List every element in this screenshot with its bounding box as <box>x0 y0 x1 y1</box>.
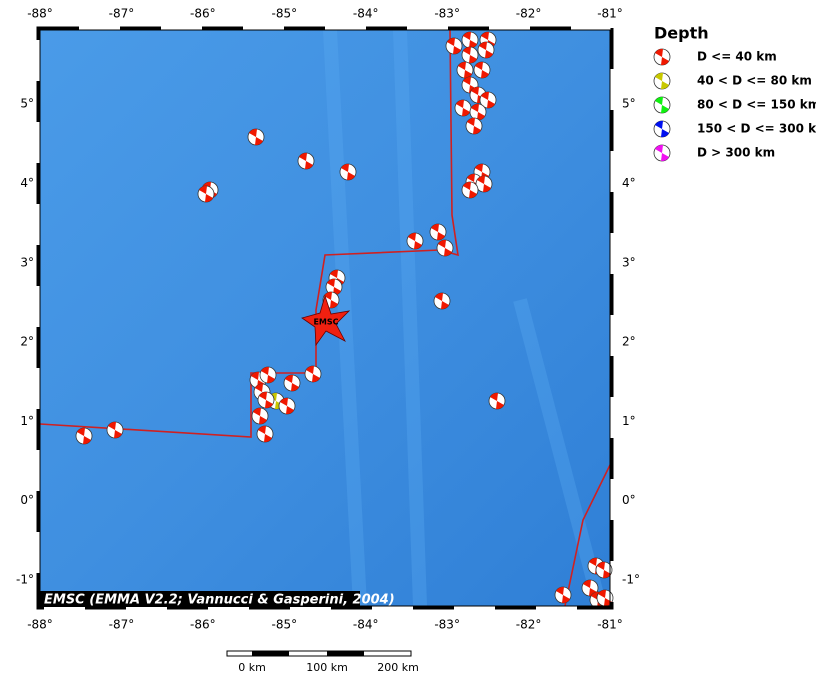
legend-symbol <box>655 72 669 90</box>
y-tick-label: 3° <box>20 255 34 269</box>
legend-label: D <= 40 km <box>697 50 777 64</box>
y-tick-label: -1° <box>622 573 640 587</box>
x-tick-label: -87° <box>109 618 135 632</box>
epicenter-star <box>301 294 351 347</box>
x-tick-label: -88° <box>27 618 53 632</box>
y-tick-label: 5° <box>20 97 34 111</box>
scale-bar: 0 km 100 km 200 km <box>226 650 419 674</box>
plate-boundary <box>39 29 459 438</box>
y-tick-label: 0° <box>20 493 34 507</box>
map-area: EMSC EMSC (EMMA V2.2; Vannucci & Gasperi… <box>39 29 614 609</box>
scale-label: 200 km <box>377 661 419 674</box>
scale-label: 100 km <box>306 661 348 674</box>
x-tick-label: -82° <box>516 7 542 21</box>
scale-frame <box>226 650 412 657</box>
y-tick-label: 3° <box>622 255 636 269</box>
legend-symbol <box>655 120 669 138</box>
credit-box <box>40 591 360 607</box>
plate-boundary <box>564 464 611 607</box>
scale-seg <box>327 651 364 656</box>
legend-label: 150 < D <= 300 km <box>697 122 816 136</box>
y-tick-label: 4° <box>20 176 34 190</box>
legend-symbol <box>655 144 669 162</box>
x-tick-label: -88° <box>27 7 53 21</box>
frame-ticks <box>36 26 614 610</box>
legend: Depth D <= 40 km 40 < D <= 80 km 80 < D <=… <box>653 24 816 162</box>
credit: EMSC (EMMA V2.2; Vannucci & Gasperini, 2… <box>44 593 395 608</box>
epicenter-label: EMSC <box>313 318 338 327</box>
x-tick-label: -87° <box>109 7 135 21</box>
legend-title: Depth <box>654 24 709 43</box>
map-frame <box>39 29 611 607</box>
scale-label: 0 km <box>238 661 266 674</box>
legend-symbol <box>655 96 669 114</box>
scale-seg <box>252 651 289 656</box>
legend-symbol <box>655 48 669 66</box>
legend-label: D > 300 km <box>697 146 775 160</box>
y-tick-label: -1° <box>16 573 34 587</box>
x-tick-label: -82° <box>516 618 542 632</box>
x-tick-label: -83° <box>434 7 460 21</box>
legend-label: 80 < D <= 150 km <box>697 98 816 112</box>
x-tick-label: -81° <box>597 618 623 632</box>
x-tick-label: -84° <box>353 618 379 632</box>
x-tick-label: -84° <box>353 7 379 21</box>
x-tick-label: -83° <box>434 618 460 632</box>
legend-label: 40 < D <= 80 km <box>697 74 812 88</box>
y-tick-label: 2° <box>622 335 636 349</box>
y-tick-label: 4° <box>622 176 636 190</box>
x-tick-label: -81° <box>597 7 623 21</box>
y-tick-label: 5° <box>622 97 636 111</box>
x-tick-label: -86° <box>190 618 216 632</box>
x-tick-label: -86° <box>190 7 216 21</box>
y-tick-label: 1° <box>622 414 636 428</box>
relief <box>323 29 607 608</box>
x-tick-label: -85° <box>271 618 297 632</box>
x-tick-label: -85° <box>271 7 297 21</box>
axis-labels: -88° -88° -87° -87° -86° -86° -85° -85° -84° -84°… <box>16 7 640 632</box>
y-tick-label: 2° <box>20 335 34 349</box>
y-tick-label: 1° <box>20 414 34 428</box>
legend-items: D <= 40 km 40 < D <= 80 km 80 < D <= 150 k… <box>653 48 816 162</box>
y-tick-label: 0° <box>622 493 636 507</box>
